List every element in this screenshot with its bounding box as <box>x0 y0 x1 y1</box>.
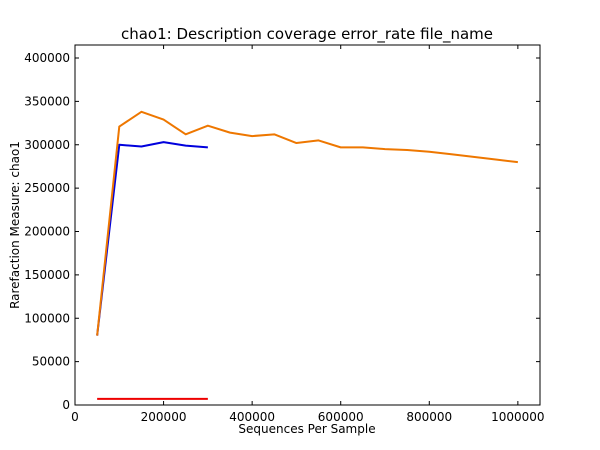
x-tick-label-2: 400000 <box>229 410 275 424</box>
y-tick-label-7: 350000 <box>24 94 70 108</box>
y-tick-label-5: 250000 <box>24 181 70 195</box>
series-line-2 <box>96 110 518 336</box>
y-tick-label-8: 400000 <box>24 51 70 65</box>
x-tick-label-5: 1000000 <box>491 410 544 424</box>
y-tick-label-1: 50000 <box>32 355 70 369</box>
x-tick-label-1: 200000 <box>141 410 187 424</box>
y-axis-label: Rarefaction Measure: chao1 <box>8 141 22 309</box>
x-tick-label-0: 0 <box>71 410 79 424</box>
series-line-1 <box>96 141 208 336</box>
y-tick-label-6: 300000 <box>24 138 70 152</box>
x-tick-label-4: 800000 <box>406 410 452 424</box>
y-tick-label-3: 150000 <box>24 268 70 282</box>
y-tick-label-2: 100000 <box>24 311 70 325</box>
x-tick-label-3: 600000 <box>318 410 364 424</box>
y-tick-label-0: 0 <box>62 398 70 412</box>
x-axis-label: Sequences Per Sample <box>238 422 375 436</box>
y-tick-label-4: 200000 <box>24 225 70 239</box>
plot-frame <box>74 44 541 406</box>
chart-title: chao1: Description coverage error_rate f… <box>121 25 493 44</box>
plot-area: 0 200000 400000 600000 800000 1000000 0 50000 10… <box>24 44 545 424</box>
